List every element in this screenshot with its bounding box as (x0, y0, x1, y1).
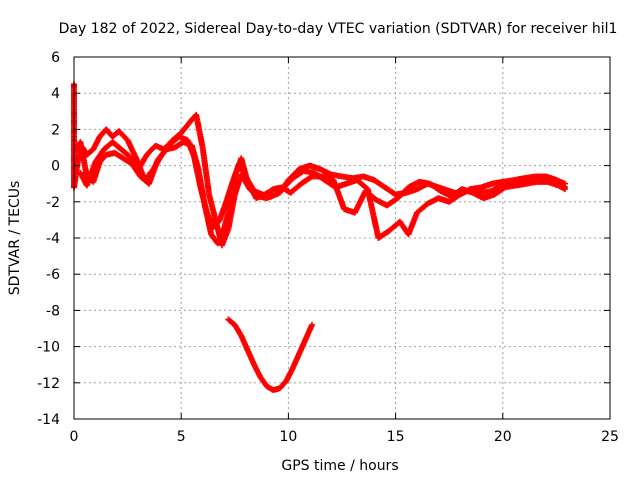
series-4 (225, 316, 315, 394)
y-axis-label: SDTVAR / TECUs (7, 181, 23, 296)
y-tick-label: -10 (37, 340, 60, 356)
y-tick-label: -6 (46, 267, 60, 283)
axis-ticks: 0 5 10 15 20 25 -14 -12 -10 -8 -6 -4 -2 0 2 4 6 (37, 50, 619, 445)
y-tick-label: 2 (51, 122, 60, 138)
series-3 (77, 111, 568, 249)
chart-title: Day 182 of 2022, Sidereal Day-to-day VTE… (59, 21, 618, 37)
x-tick-label: 10 (279, 429, 297, 445)
y-tick-label: 4 (51, 86, 60, 102)
x-tick-label: 5 (177, 429, 186, 445)
x-tick-label: 20 (494, 429, 512, 445)
x-tick-label: 0 (70, 429, 79, 445)
y-tick-label: -12 (37, 376, 60, 392)
y-tick-label: 0 (51, 159, 60, 175)
y-tick-label: -8 (46, 303, 60, 319)
x-tick-label: 25 (601, 429, 619, 445)
y-tick-label: -14 (37, 412, 60, 428)
x-axis-label: GPS time / hours (281, 458, 398, 474)
y-tick-label: -2 (46, 195, 60, 211)
grid (74, 57, 610, 419)
x-tick-label: 15 (387, 429, 405, 445)
data-point (561, 184, 568, 191)
data-point (560, 183, 567, 190)
data-point (308, 321, 315, 328)
y-tick-label: -4 (46, 231, 60, 247)
y-tick-label: 6 (51, 50, 60, 66)
